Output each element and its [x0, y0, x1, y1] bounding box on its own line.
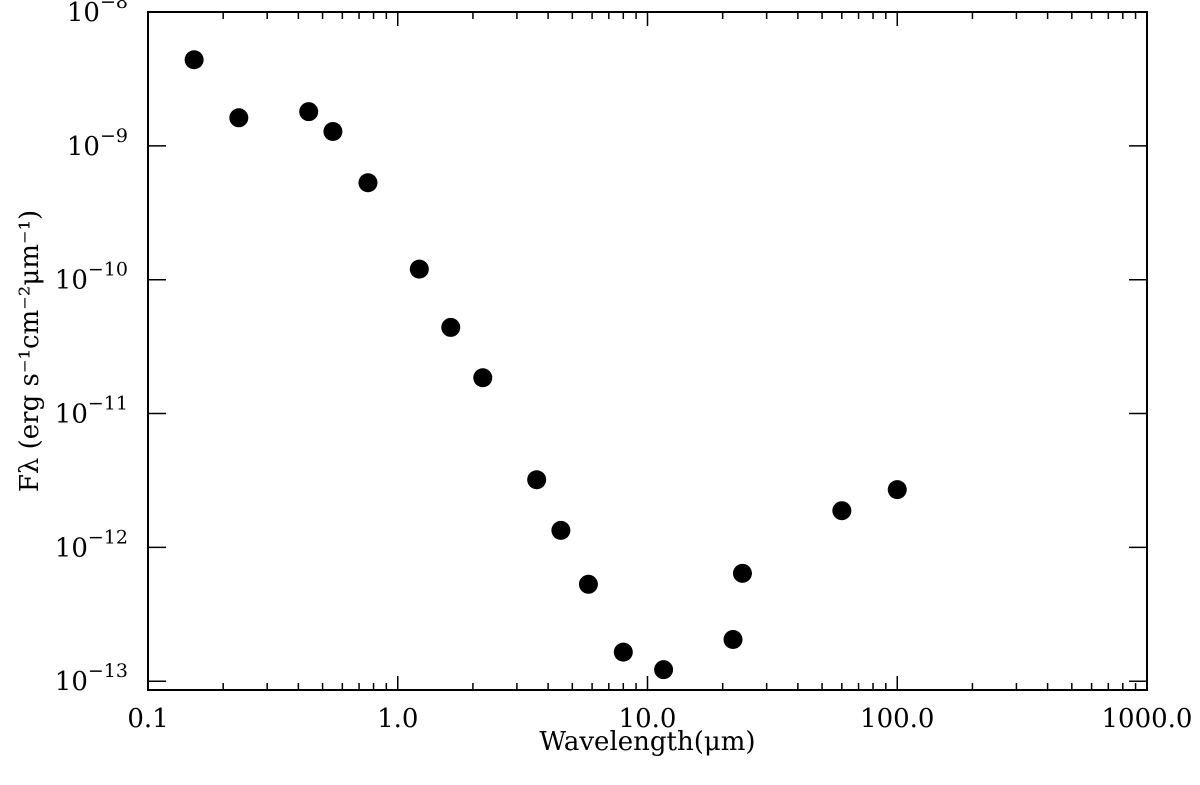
y-axis-ticks: [148, 11, 1147, 682]
x-tick-label: 1000.0: [1102, 704, 1193, 734]
x-axis-ticks: [147, 12, 1137, 690]
data-point: [299, 102, 319, 122]
x-tick-label: 1.0: [377, 704, 418, 734]
data-point: [184, 50, 204, 70]
data-point: [578, 574, 598, 594]
data-point: [229, 108, 249, 128]
data-point: [441, 317, 461, 337]
x-tick-label: 100.0: [860, 704, 934, 734]
data-point: [613, 642, 633, 662]
data-point: [551, 520, 571, 540]
data-point: [473, 368, 493, 388]
data-points: [184, 50, 907, 680]
y-tick-label: 10−10: [55, 259, 128, 296]
y-tick-label: 10−8: [67, 0, 128, 28]
data-point: [527, 470, 547, 490]
x-tick-label: 10.0: [619, 704, 677, 734]
plot-frame: [147, 11, 1148, 691]
y-tick-label: 10−12: [55, 526, 128, 563]
data-point: [358, 173, 378, 193]
y-tick-label: 10−13: [55, 660, 128, 697]
data-point: [887, 480, 907, 500]
y-tick-label: 10−11: [55, 393, 128, 430]
data-point: [409, 259, 429, 279]
data-point: [832, 501, 852, 521]
x-axis-tick-labels: 0.1 1.0 10.0 100.0 1000.0: [127, 704, 1192, 734]
x-tick-label: 0.1: [127, 704, 168, 734]
data-point: [323, 121, 343, 141]
data-point: [732, 563, 752, 583]
y-axis-tick-labels: 10−8 10−9 10−10 10−11 10−12 10−13: [55, 0, 128, 697]
y-tick-label: 10−9: [67, 125, 128, 162]
data-point: [654, 660, 674, 680]
x-axis-title: Wavelength(μm): [539, 727, 755, 757]
y-axis-title: Fλ (erg s⁻¹cm⁻²μm⁻¹): [15, 210, 45, 492]
data-point: [723, 630, 743, 650]
